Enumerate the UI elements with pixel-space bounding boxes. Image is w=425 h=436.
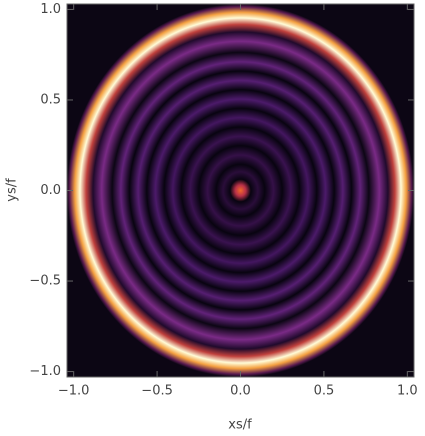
y-tick-label: 1.0: [40, 2, 61, 17]
x-axis-label: xs/f: [228, 418, 252, 433]
y-tick-label: −0.5: [29, 274, 61, 289]
x-tick-label: −0.5: [141, 384, 173, 399]
y-axis-label: ys/f: [5, 178, 20, 202]
x-tick-label: 0.0: [230, 384, 251, 399]
x-tick-label: 0.5: [314, 384, 335, 399]
x-tick-label: 1.0: [397, 384, 418, 399]
density-field: [67, 4, 414, 377]
y-tick-label: 0.5: [40, 92, 61, 107]
x-tick-label: −1.0: [58, 384, 90, 399]
y-tick-label: 0.0: [40, 183, 61, 198]
y-tick-label: −1.0: [29, 364, 61, 379]
